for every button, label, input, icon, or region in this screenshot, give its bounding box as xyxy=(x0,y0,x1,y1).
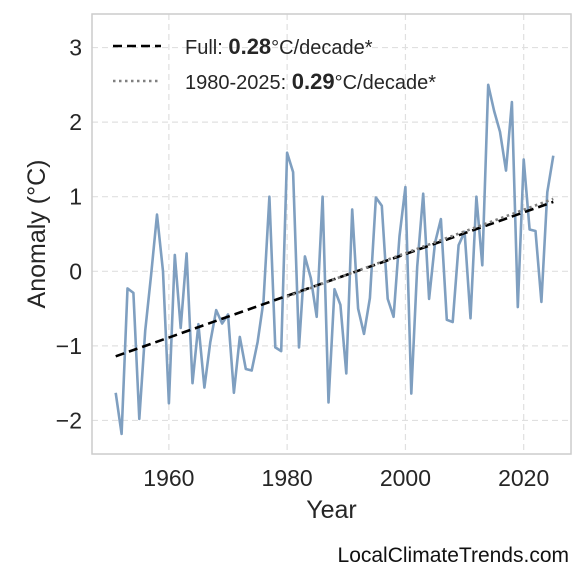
x-axis-label: Year xyxy=(306,496,357,524)
y-tick-label: −1 xyxy=(56,333,82,359)
y-axis-label: Anomaly (°C) xyxy=(23,160,51,309)
y-tick-label: −2 xyxy=(56,407,82,433)
legend-entry-2: 1980-2025: 0.29°C/decade* xyxy=(185,69,436,94)
y-tick-label: 2 xyxy=(69,109,82,135)
x-tick-label: 1980 xyxy=(262,465,313,491)
grid xyxy=(92,14,571,454)
x-tick-label: 2000 xyxy=(380,465,431,491)
plot-area xyxy=(114,83,555,436)
y-tick-label: 0 xyxy=(69,258,82,284)
plot-frame xyxy=(91,13,572,455)
legend: Full: 0.28°C/decade* 1980-2025: 0.29°C/de… xyxy=(113,34,436,94)
series-line-anomaly xyxy=(114,83,555,436)
x-tick-label: 2020 xyxy=(498,465,549,491)
trend-line-1 xyxy=(115,200,554,358)
trend-line-2 xyxy=(286,197,554,298)
y-axis: −2 −1 0 1 2 3 xyxy=(56,35,82,434)
x-tick-label: 1960 xyxy=(143,465,194,491)
legend-entry-1: Full: 0.28°C/decade* xyxy=(185,34,373,59)
y-tick-label: 3 xyxy=(69,35,82,61)
y-tick-label: 1 xyxy=(69,184,82,210)
x-axis: 1960 1980 2000 2020 xyxy=(143,465,549,491)
watermark: LocalClimateTrends.com xyxy=(337,544,569,567)
